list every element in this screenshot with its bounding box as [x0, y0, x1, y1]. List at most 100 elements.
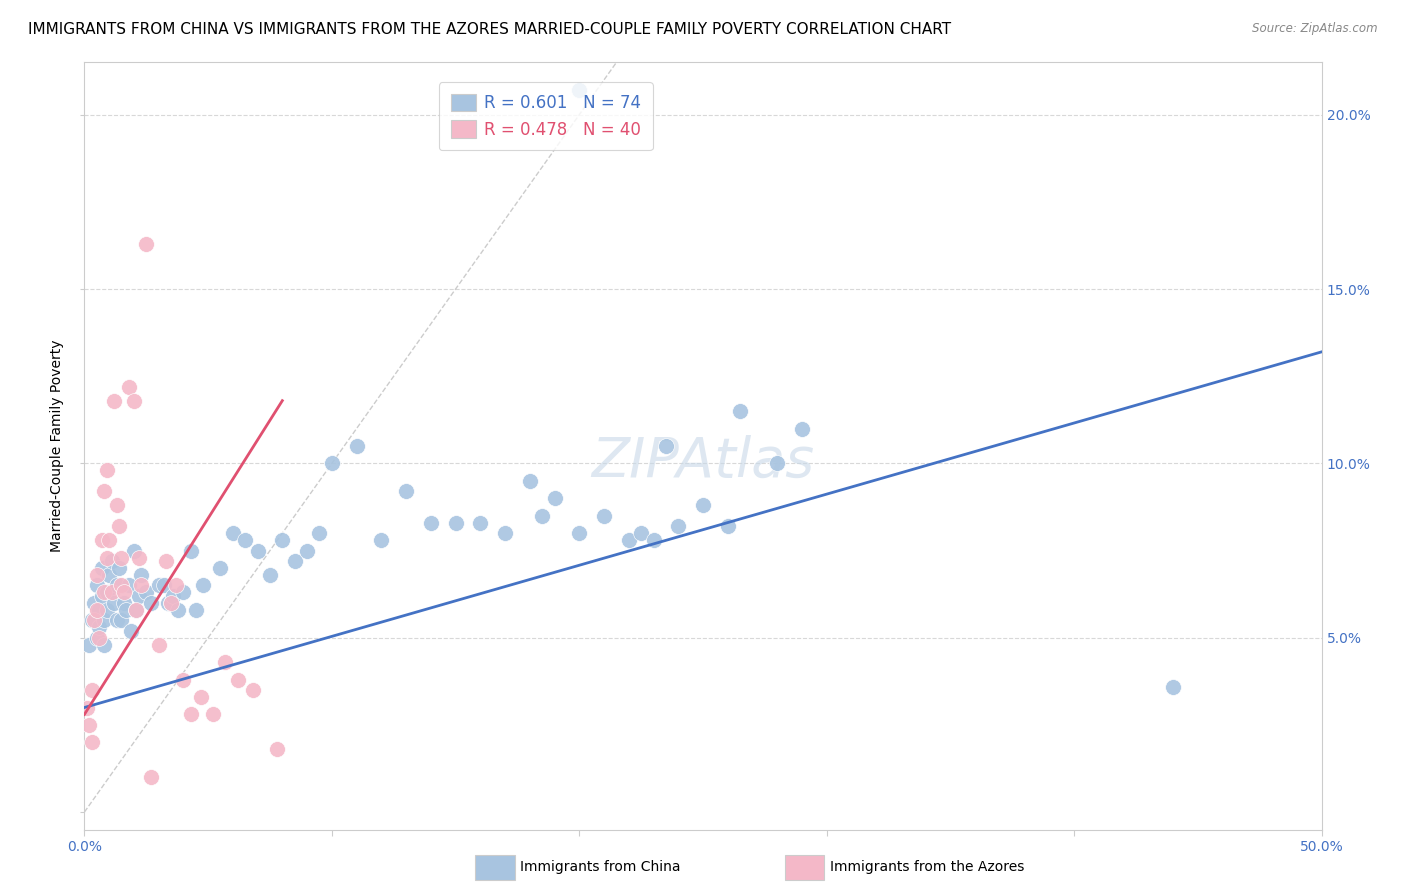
Point — [728, 404, 751, 418]
Point — [666, 519, 689, 533]
Legend: R = 0.601   N = 74, R = 0.478   N = 40: R = 0.601 N = 74, R = 0.478 N = 40 — [439, 82, 652, 150]
Point — [90, 589, 112, 603]
Point — [568, 83, 591, 97]
Point — [209, 561, 232, 575]
Point — [89, 603, 111, 617]
Point — [191, 578, 214, 592]
Point — [115, 603, 138, 617]
Point — [165, 578, 187, 592]
Point — [180, 543, 202, 558]
Point — [129, 568, 152, 582]
Point — [259, 568, 281, 582]
Point — [157, 596, 180, 610]
Point — [766, 457, 789, 471]
Point — [86, 603, 108, 617]
Point — [155, 554, 177, 568]
Point — [90, 561, 112, 575]
Point — [93, 638, 115, 652]
Point — [295, 543, 318, 558]
Point — [135, 236, 157, 251]
Point — [172, 585, 194, 599]
Point — [180, 707, 202, 722]
Text: Source: ZipAtlas.com: Source: ZipAtlas.com — [1253, 22, 1378, 36]
Point — [284, 554, 307, 568]
Point — [129, 578, 152, 592]
Point — [128, 550, 150, 565]
Point — [83, 613, 105, 627]
Point — [617, 533, 640, 548]
Point — [643, 533, 665, 548]
Point — [122, 543, 145, 558]
Point — [105, 498, 128, 512]
Point — [89, 620, 111, 634]
Point — [593, 508, 616, 523]
Point — [148, 638, 170, 652]
Point — [172, 673, 194, 687]
Point — [160, 596, 183, 610]
Point — [122, 393, 145, 408]
Point — [233, 533, 256, 548]
Point — [108, 519, 131, 533]
Point — [444, 516, 467, 530]
Point — [118, 578, 141, 592]
Point — [419, 516, 441, 530]
Point — [531, 508, 554, 523]
Point — [120, 624, 142, 638]
Point — [125, 603, 148, 617]
Point — [76, 700, 98, 714]
Point — [167, 603, 190, 617]
Point — [79, 718, 101, 732]
Point — [655, 439, 678, 453]
Point — [112, 596, 135, 610]
Point — [152, 578, 174, 592]
Point — [222, 526, 245, 541]
Point — [226, 673, 249, 687]
Text: IMMIGRANTS FROM CHINA VS IMMIGRANTS FROM THE AZORES MARRIED-COUPLE FAMILY POVERT: IMMIGRANTS FROM CHINA VS IMMIGRANTS FROM… — [28, 22, 952, 37]
Point — [79, 638, 101, 652]
Point — [630, 526, 652, 541]
Text: ZIPAtlas: ZIPAtlas — [592, 434, 814, 488]
Point — [86, 631, 108, 645]
Point — [321, 457, 343, 471]
Point — [141, 596, 163, 610]
Point — [96, 585, 118, 599]
Point — [90, 533, 112, 548]
Point — [89, 631, 111, 645]
Point — [80, 613, 103, 627]
Point — [110, 613, 132, 627]
Point — [266, 742, 288, 756]
Point — [242, 683, 264, 698]
Point — [96, 550, 118, 565]
Point — [214, 655, 236, 669]
Point — [128, 589, 150, 603]
Point — [717, 519, 740, 533]
Point — [98, 533, 121, 548]
Point — [135, 585, 157, 599]
Point — [346, 439, 368, 453]
Point — [100, 585, 122, 599]
Point — [86, 578, 108, 592]
Point — [202, 707, 225, 722]
Point — [568, 526, 591, 541]
Point — [110, 578, 132, 592]
Point — [1161, 680, 1184, 694]
Point — [125, 603, 148, 617]
Y-axis label: Married-Couple Family Poverty: Married-Couple Family Poverty — [51, 340, 65, 552]
Point — [105, 613, 128, 627]
Point — [494, 526, 516, 541]
Point — [271, 533, 294, 548]
Point — [112, 585, 135, 599]
Point — [190, 690, 212, 704]
Point — [93, 585, 115, 599]
Point — [692, 498, 714, 512]
Point — [790, 421, 813, 435]
Point — [141, 770, 163, 784]
Point — [96, 603, 118, 617]
Point — [184, 603, 207, 617]
Point — [246, 543, 269, 558]
Point — [162, 589, 184, 603]
Point — [108, 561, 131, 575]
Point — [80, 735, 103, 749]
Text: Immigrants from the Azores: Immigrants from the Azores — [830, 860, 1024, 874]
Point — [80, 683, 103, 698]
